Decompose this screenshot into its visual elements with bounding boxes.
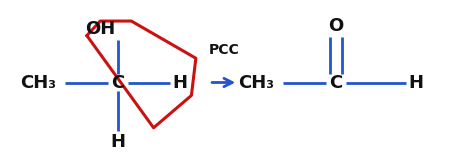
Text: H: H — [173, 73, 188, 92]
Text: PCC: PCC — [208, 43, 239, 57]
Text: H: H — [110, 133, 125, 151]
Text: CH₃: CH₃ — [20, 73, 56, 92]
Text: OH: OH — [85, 20, 115, 38]
Text: O: O — [328, 17, 344, 35]
Text: C: C — [330, 73, 343, 92]
Text: C: C — [111, 73, 124, 92]
Text: CH₃: CH₃ — [238, 73, 274, 92]
Text: H: H — [409, 73, 424, 92]
